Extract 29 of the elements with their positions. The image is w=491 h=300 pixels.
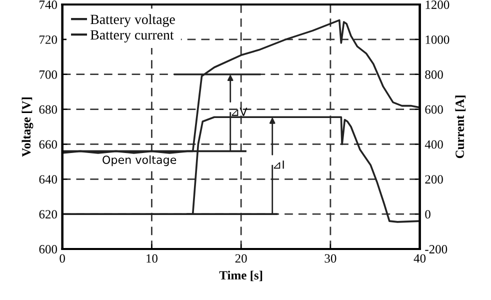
x-tick-label: 30 — [324, 254, 336, 263]
legend-label: Battery voltage — [90, 14, 175, 27]
annotation: ⊿I — [274, 160, 284, 169]
y-tick-label: 740 — [40, 0, 58, 9]
y2-tick-label: 600 — [425, 105, 443, 114]
y-tick-label: 680 — [39, 105, 58, 114]
y-axis-title: Voltage [V] — [22, 98, 34, 157]
x-tick-label: 0 — [60, 254, 66, 263]
y-tick-label: 720 — [40, 35, 58, 44]
annotation: ⊿V — [232, 108, 248, 116]
y-tick-label: 620 — [39, 210, 58, 219]
y2-tick-label: 1200 — [426, 0, 450, 9]
y2-tick-label: 400 — [424, 140, 443, 149]
y-tick-label: 600 — [39, 245, 58, 254]
y2-tick-label: 0 — [425, 210, 430, 219]
y-tick-label: 660 — [39, 140, 58, 149]
y2-tick-label: -200 — [425, 245, 448, 254]
y2-axis-title: Current [A] — [455, 96, 466, 158]
y2-tick-label: 200 — [425, 175, 443, 184]
y2-tick-label: 800 — [425, 70, 443, 79]
x-tick-label: 20 — [235, 254, 247, 263]
y2-tick-label: 1000 — [426, 35, 450, 44]
legend-label: Battery current — [90, 30, 174, 42]
x-tick-label: 40 — [414, 254, 426, 263]
annotation: Open voltage — [102, 155, 176, 166]
x-tick-label: 10 — [146, 254, 158, 263]
x-axis-title: Time [s] — [219, 270, 262, 282]
y-tick-label: 640 — [39, 175, 58, 184]
y-tick-label: 700 — [40, 70, 58, 79]
